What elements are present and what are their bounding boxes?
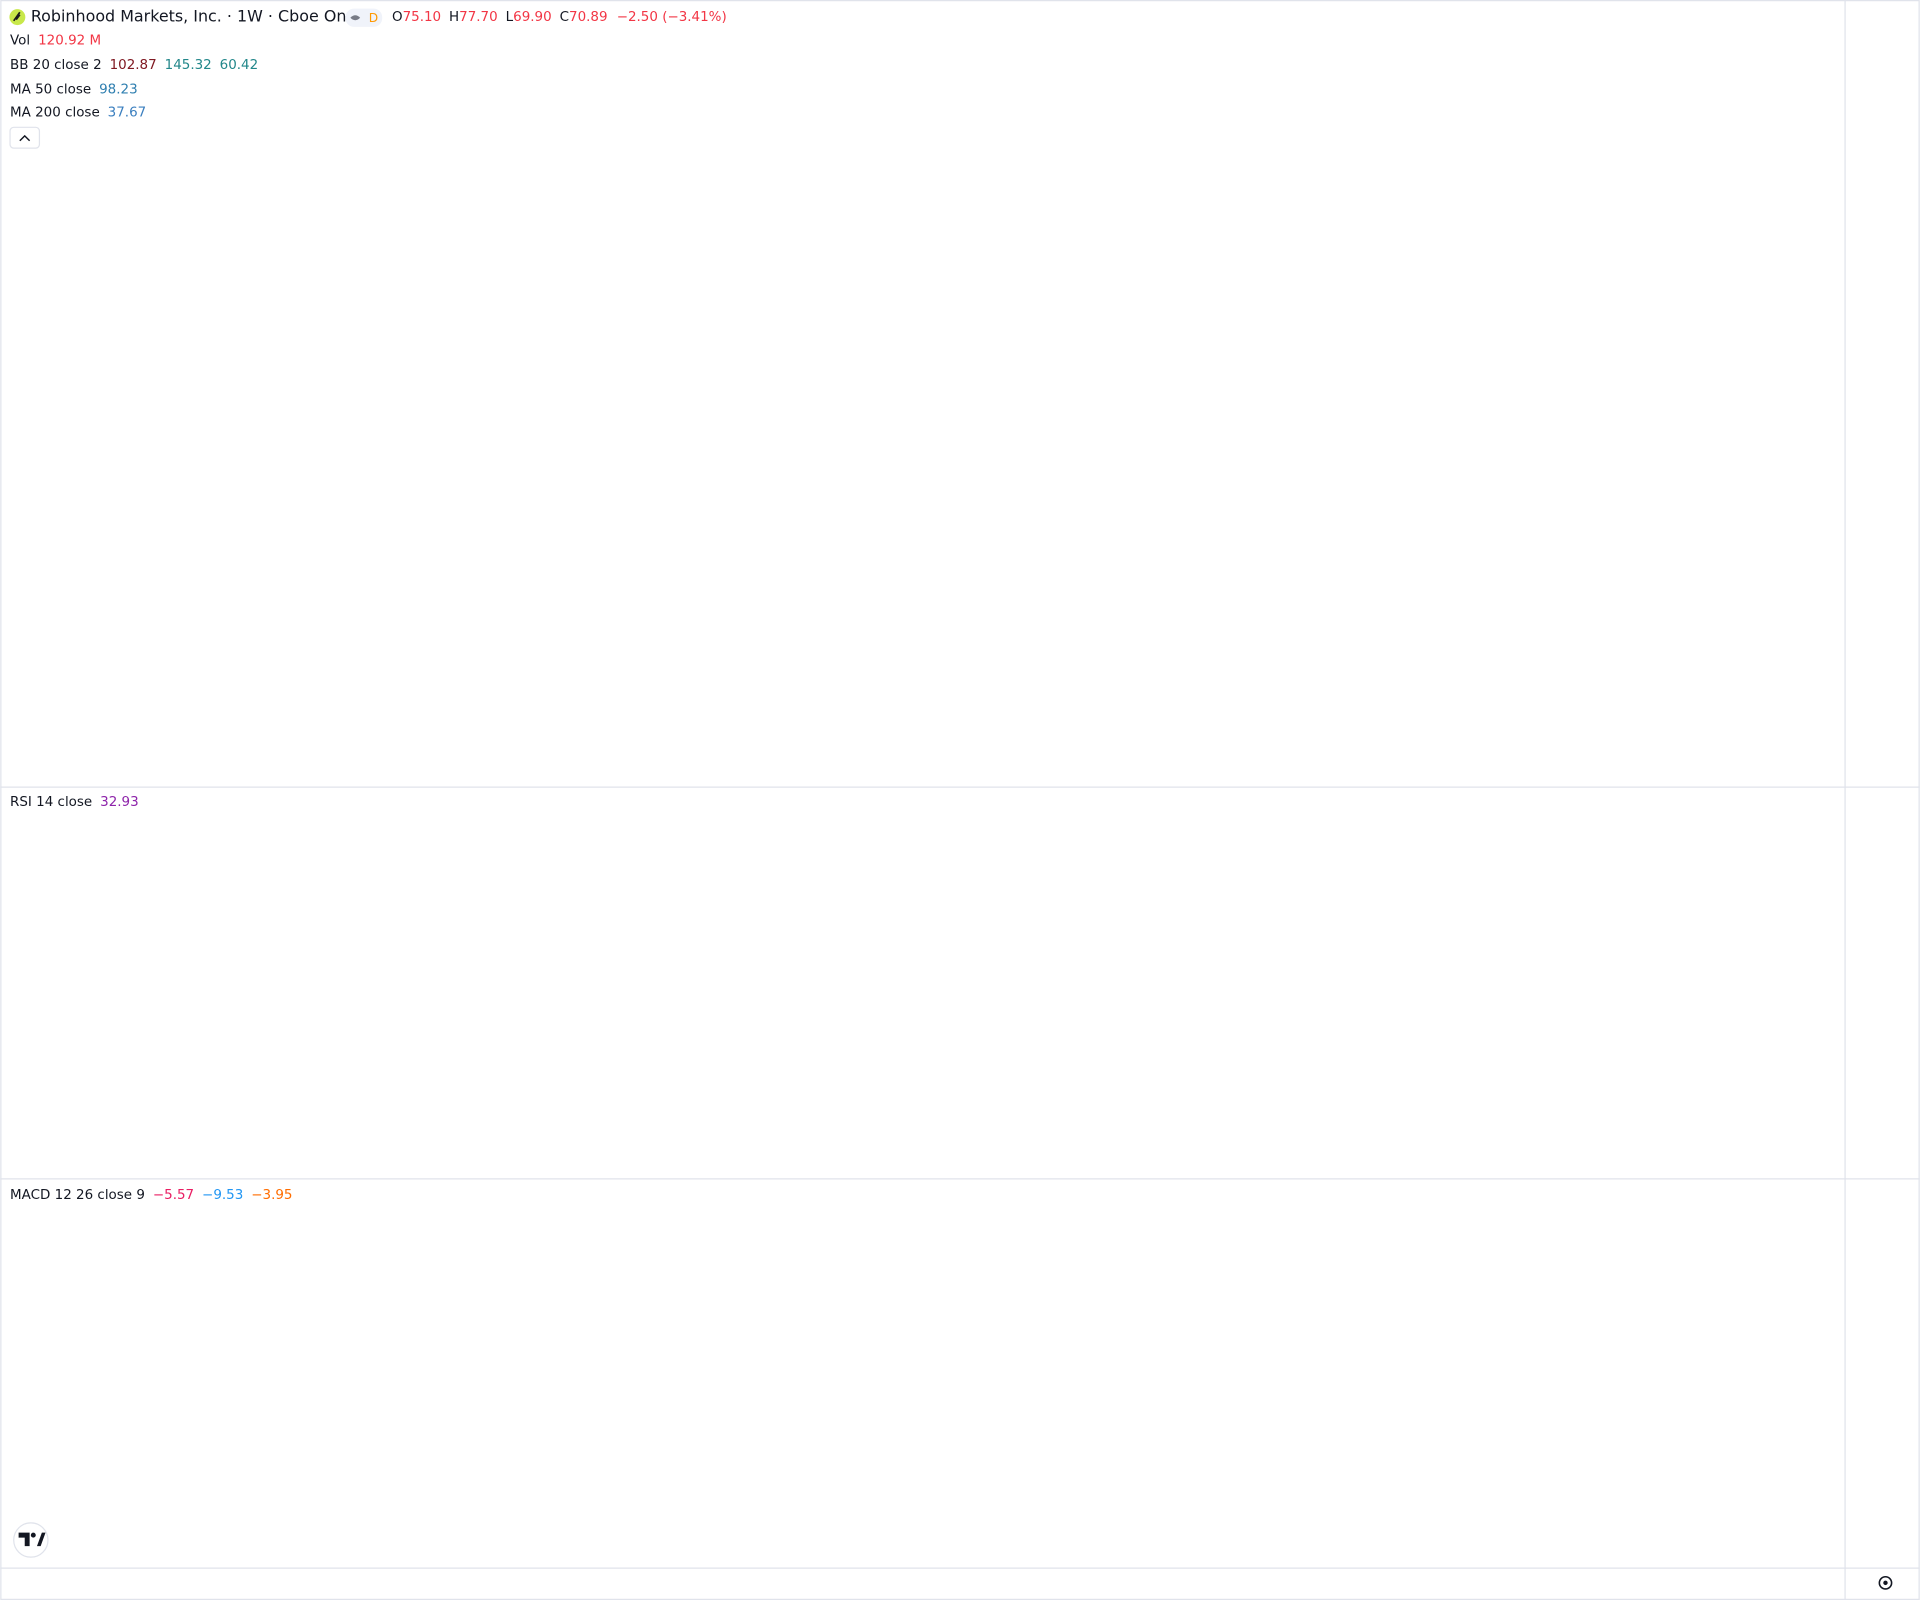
legend-label: MA 200 close (10, 106, 100, 121)
legend-label: Vol (10, 33, 30, 48)
symbol-logo-mark (13, 11, 21, 22)
ohlc-label: C (560, 10, 569, 25)
macd-legend: MACD 12 26 close 9 −5.57 −9.53 −3.95 (10, 1188, 292, 1203)
legend-value: 37.67 (108, 106, 147, 121)
legend-label: RSI 14 close (10, 795, 92, 810)
tradingview-logo[interactable] (13, 1522, 49, 1558)
legend: Robinhood Markets, Inc. · 1W · Cboe One … (9, 7, 727, 1203)
chevron-up (19, 134, 31, 142)
legend-value: 98.23 (99, 82, 138, 97)
logo-shape (30, 1532, 36, 1538)
ohlc-value: 75.10 (403, 10, 442, 25)
logo-shape (36, 1532, 46, 1547)
legend-value: 32.93 (100, 795, 139, 810)
legend-value: 120.92 M (38, 33, 101, 48)
legend-value: 102.87 (110, 58, 157, 73)
ohlc-label: H (449, 10, 459, 25)
legend-value: −3.95 (251, 1188, 292, 1203)
collapse-legend-button[interactable] (9, 126, 41, 149)
ohlc-value: 69.90 (513, 10, 552, 25)
legend-value: 145.32 (165, 58, 212, 73)
ma50-legend: MA 50 close 98.23 (10, 82, 138, 97)
legend-value: −9.53 (202, 1188, 243, 1203)
logo-shape (18, 1532, 30, 1547)
ohlc-label: O (392, 10, 403, 25)
ohlc-value: 77.70 (459, 10, 498, 25)
legend-value: −5.57 (153, 1188, 194, 1203)
eye-icon (350, 15, 361, 21)
bb-legend: BB 20 close 2 102.87 145.32 60.42 (10, 58, 258, 73)
logo-badge (13, 1522, 49, 1558)
legend-label: MACD 12 26 close 9 (10, 1188, 145, 1203)
ma200-legend: MA 200 close 37.67 (10, 106, 146, 121)
legend-value: 60.42 (220, 58, 259, 73)
settings-button[interactable] (1878, 1575, 1893, 1590)
rsi-legend: RSI 14 close 32.93 (10, 795, 139, 810)
legend-label: MA 50 close (10, 82, 91, 97)
volume-legend: Vol 120.92 M (10, 33, 101, 48)
price-change: −2.50 (−3.41%) (617, 10, 727, 25)
ohlc-label: L (506, 10, 514, 25)
ohlc-value: 70.89 (569, 10, 608, 25)
visibility-toggle[interactable] (345, 8, 383, 27)
symbol-title: Robinhood Markets, Inc. · 1W · Cboe One (31, 7, 356, 26)
gear-icon (1883, 1580, 1888, 1586)
gear-icon (1878, 1575, 1893, 1590)
ohlc: O75.10 H77.70 L69.90 C70.89 −2.50 (−3.41… (392, 10, 727, 25)
legend-label: BB 20 close 2 (10, 58, 102, 73)
market-status: D (369, 11, 378, 25)
